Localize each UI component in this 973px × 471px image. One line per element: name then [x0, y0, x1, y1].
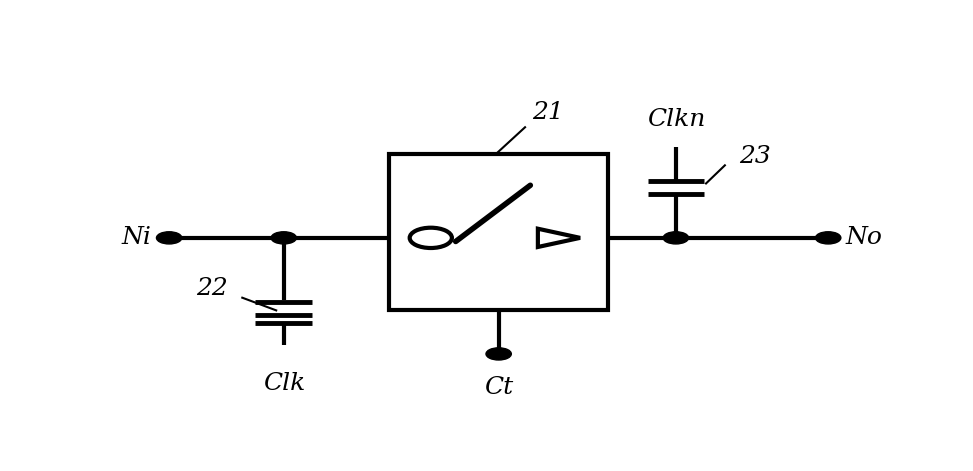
Text: Clk: Clk	[263, 372, 305, 395]
Circle shape	[157, 232, 182, 244]
Text: Ct: Ct	[485, 376, 513, 398]
Text: Clkn: Clkn	[647, 108, 705, 131]
Circle shape	[664, 232, 689, 244]
Circle shape	[486, 348, 512, 360]
Bar	[389, 154, 608, 310]
Text: 23: 23	[739, 145, 771, 168]
Circle shape	[410, 227, 451, 248]
Circle shape	[271, 232, 297, 244]
Text: 21: 21	[532, 101, 563, 124]
Text: 22: 22	[197, 277, 228, 300]
Circle shape	[815, 232, 841, 244]
Text: No: No	[846, 227, 883, 249]
Text: Ni: Ni	[122, 227, 152, 249]
